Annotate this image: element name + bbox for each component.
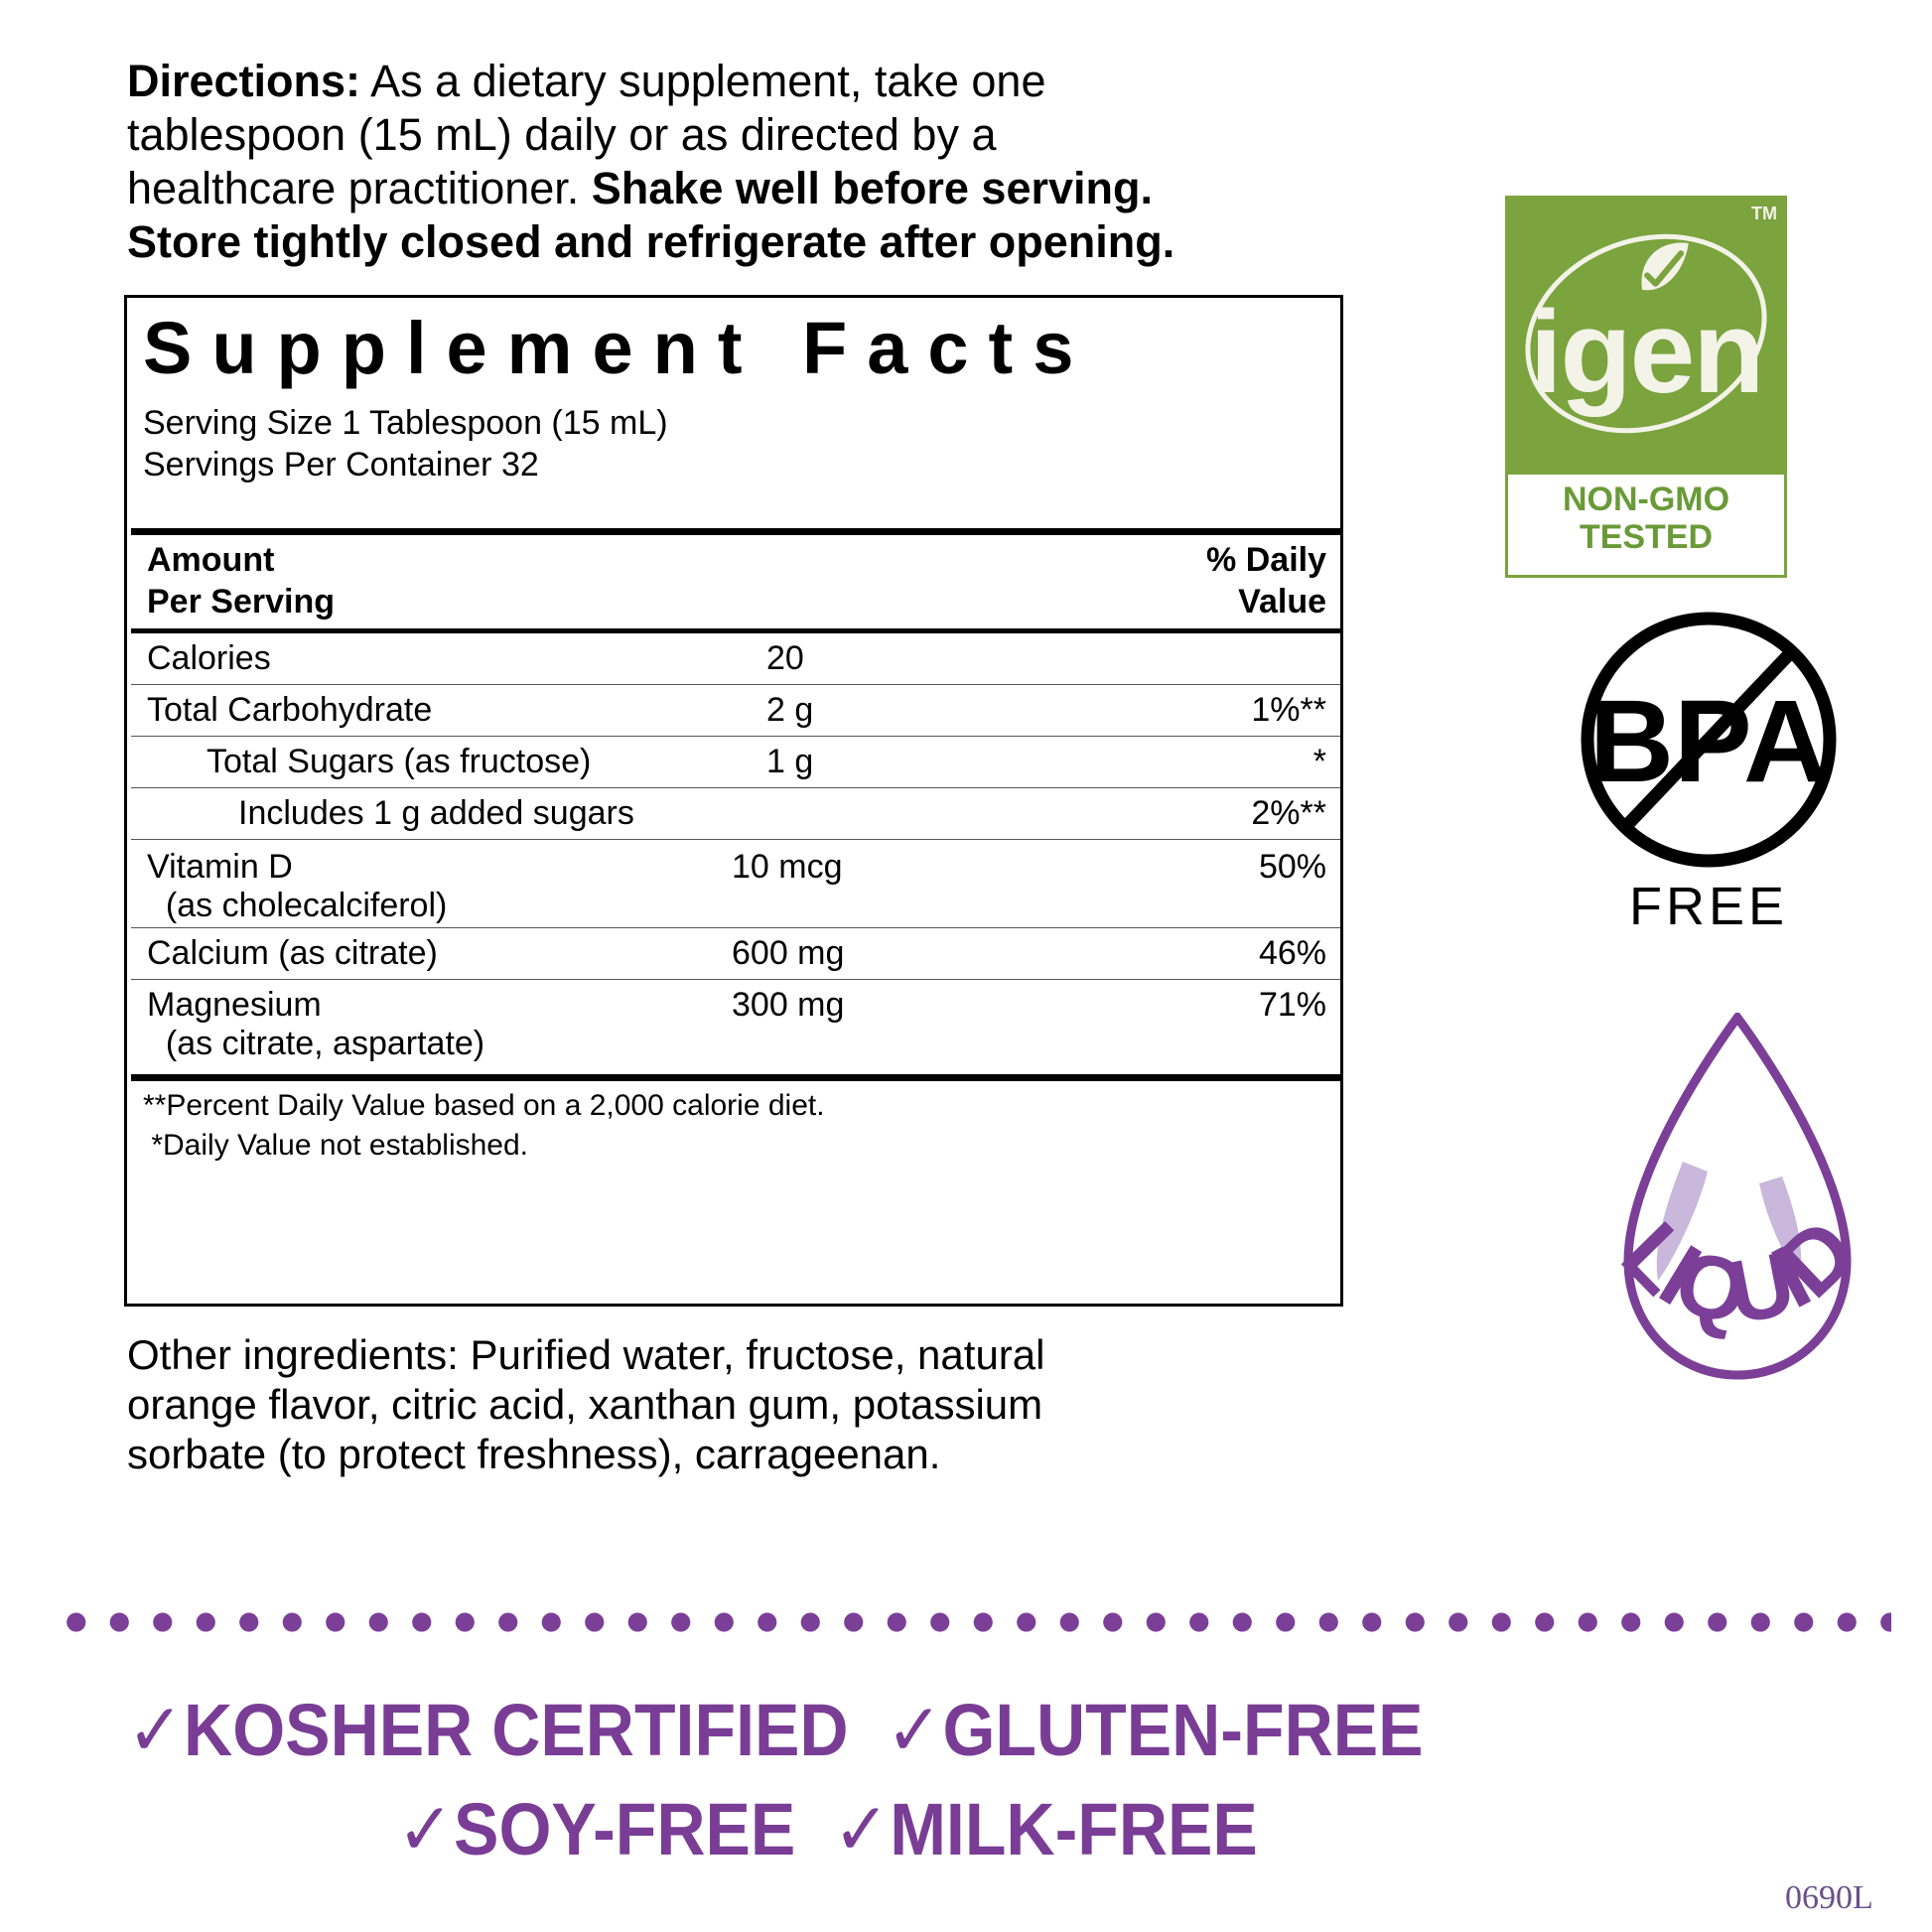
svg-text:igen: igen [1530, 287, 1763, 418]
svg-text:BPA: BPA [1589, 676, 1828, 807]
